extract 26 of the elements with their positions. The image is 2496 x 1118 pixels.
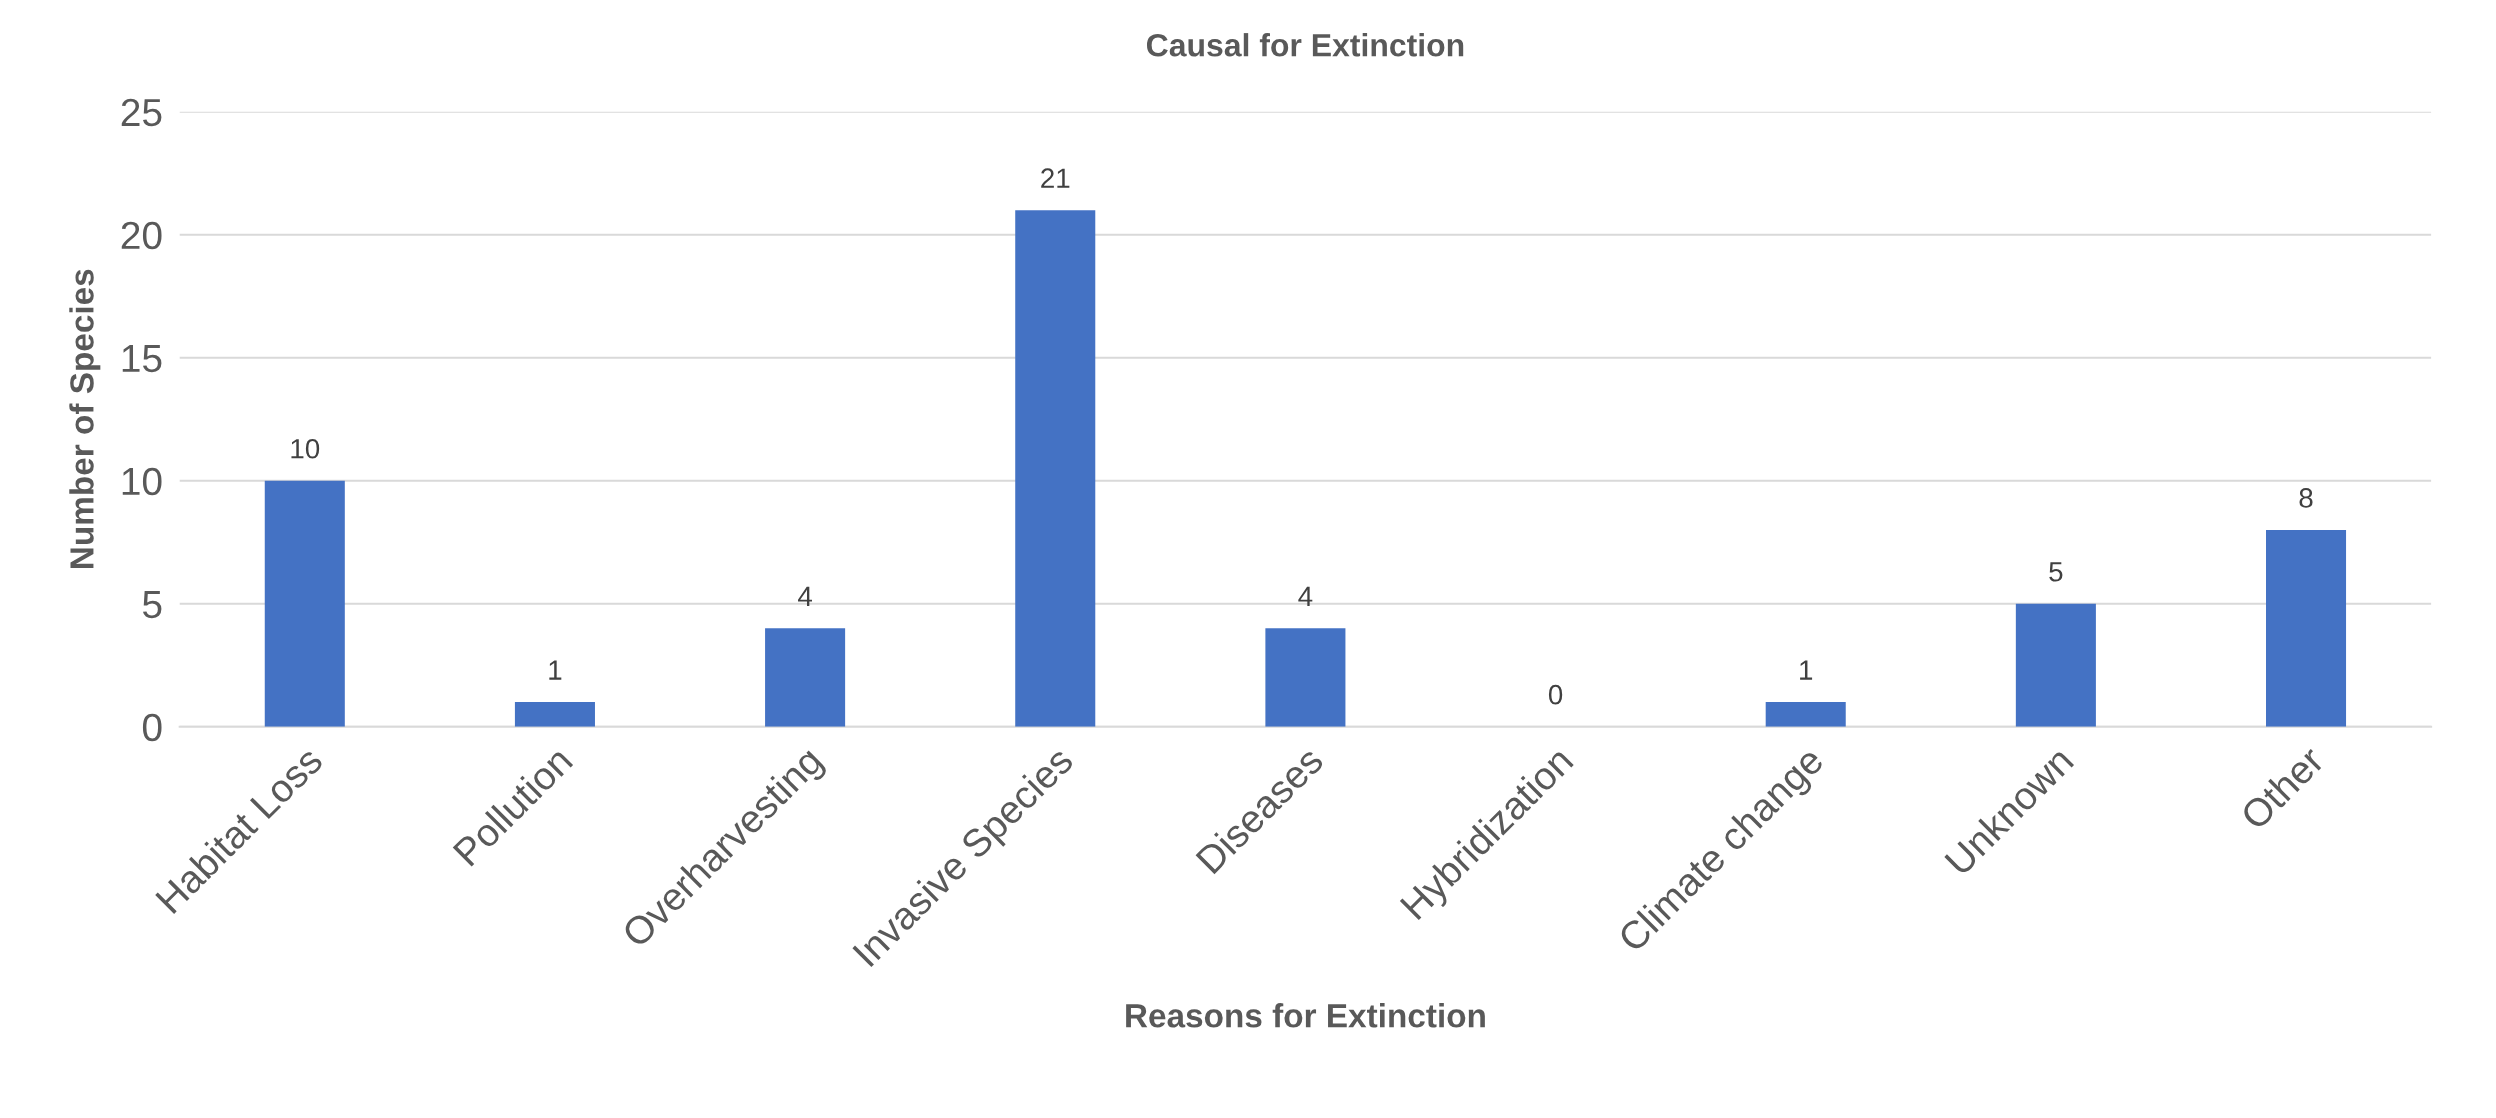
data-label: 5 bbox=[2049, 562, 2063, 582]
y-tick-label: 0 bbox=[142, 713, 162, 742]
data-label: 21 bbox=[1041, 168, 1070, 188]
bar bbox=[765, 628, 846, 727]
y-tick-label: 5 bbox=[142, 591, 162, 619]
bar bbox=[2015, 603, 2096, 727]
data-label: 1 bbox=[549, 660, 562, 680]
data-label: 0 bbox=[1548, 684, 1563, 705]
bar bbox=[264, 480, 345, 727]
chart-title: Causal for Extinction bbox=[1146, 33, 1464, 57]
bar bbox=[1265, 628, 1346, 727]
data-label: 4 bbox=[1298, 586, 1313, 606]
y-tick-label: 15 bbox=[122, 345, 162, 373]
y-axis-title: Number of Species bbox=[69, 269, 101, 568]
data-label: 1 bbox=[1800, 660, 1813, 680]
x-axis-title: Reasons for Extinction bbox=[1126, 1003, 1485, 1028]
data-label: 8 bbox=[2299, 488, 2313, 508]
bar bbox=[1015, 210, 1096, 727]
bar bbox=[1765, 702, 1846, 727]
y-tick-label: 25 bbox=[121, 98, 162, 127]
y-tick-label: 10 bbox=[122, 467, 162, 496]
data-label: 10 bbox=[291, 438, 320, 459]
data-label: 4 bbox=[798, 586, 813, 606]
y-tick-label: 20 bbox=[121, 221, 162, 250]
bar bbox=[514, 702, 595, 727]
bar bbox=[2266, 529, 2347, 727]
